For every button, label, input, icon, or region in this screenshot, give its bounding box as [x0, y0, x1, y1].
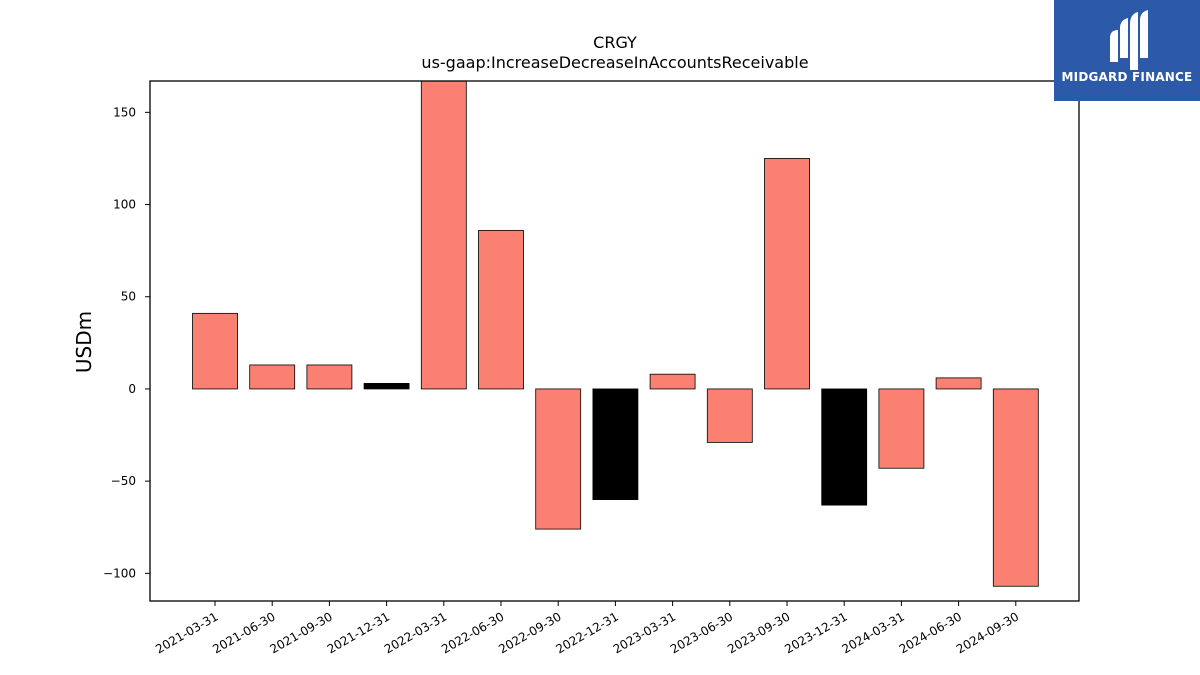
y-tick-label: 100	[113, 198, 136, 212]
x-tick-label: 2024-09-30	[954, 609, 1021, 656]
bar	[764, 158, 810, 390]
brand-logo: MIDGARD FINANCE	[1054, 0, 1200, 101]
x-tick-label: 2023-06-30	[668, 609, 735, 656]
bar	[535, 388, 582, 530]
chart-title: CRGY	[593, 33, 637, 52]
bar	[420, 80, 467, 390]
x-tick-label: 2022-09-30	[496, 609, 563, 656]
bar	[649, 373, 696, 390]
x-axis: 2021-03-312021-06-302021-09-302021-12-31…	[153, 601, 1021, 656]
y-axis-label: USDm	[72, 311, 96, 373]
plot-frame	[149, 80, 1080, 602]
x-tick-label: 2024-06-30	[897, 609, 964, 656]
y-tick-label: 50	[121, 290, 136, 304]
y-tick-label: −50	[111, 474, 136, 488]
bar	[478, 229, 524, 390]
bar	[192, 312, 238, 390]
brand-name: MIDGARD FINANCE	[1061, 70, 1193, 84]
x-tick-label: 2021-06-30	[210, 609, 277, 656]
bar	[249, 364, 296, 390]
midgard-m-icon	[1110, 10, 1148, 70]
x-tick-label: 2023-09-30	[725, 609, 792, 656]
x-tick-label: 2021-09-30	[267, 609, 334, 656]
bar	[306, 364, 353, 390]
y-axis: −100 −50 0 50 100 150	[103, 105, 150, 580]
bar	[878, 388, 925, 469]
chart-subtitle: us-gaap:IncreaseDecreaseInAccountsReceiv…	[421, 53, 808, 72]
x-tick-label: 2022-03-31	[382, 609, 449, 656]
y-tick-label: −100	[103, 566, 136, 580]
bar	[992, 388, 1039, 587]
bar	[706, 388, 753, 443]
x-tick-label: 2023-12-31	[782, 609, 849, 656]
x-tick-label: 2021-12-31	[325, 609, 392, 656]
bar	[935, 377, 982, 390]
x-tick-label: 2021-03-31	[153, 609, 220, 656]
bars-group	[192, 80, 1039, 587]
x-tick-label: 2024-03-31	[839, 609, 906, 656]
bar	[821, 388, 868, 506]
x-tick-label: 2023-03-31	[611, 609, 678, 656]
x-tick-label: 2022-06-30	[439, 609, 506, 656]
x-tick-label: 2022-12-31	[553, 609, 620, 656]
y-tick-label: 150	[113, 105, 136, 119]
y-tick-label: 0	[128, 382, 136, 396]
bar	[363, 383, 410, 390]
bar	[592, 388, 639, 500]
